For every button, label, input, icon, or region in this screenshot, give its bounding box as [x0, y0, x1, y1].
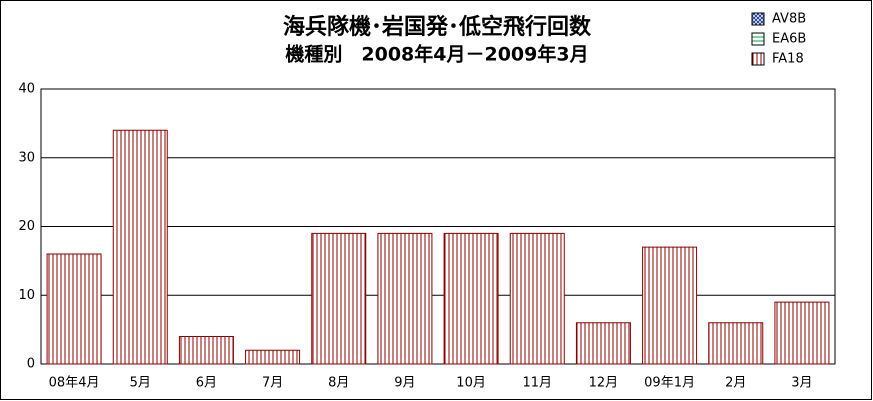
chart-title: 海兵隊機･岩国発･低空飛行回数	[283, 14, 592, 40]
x-tick-label: 7月	[262, 376, 283, 391]
legend-label: AV8B	[772, 12, 806, 27]
bar	[509, 232, 565, 365]
x-tick-label: 9月	[394, 376, 415, 391]
bar	[46, 253, 102, 365]
bar	[642, 246, 698, 365]
y-tick-label: 20	[18, 219, 35, 234]
chart-subtitle: 機種別 2008年4月－2009年3月	[285, 43, 588, 66]
bar	[178, 336, 234, 365]
y-tick-label: 10	[18, 288, 35, 303]
legend-swatch	[751, 32, 765, 46]
x-tick-label: 10月	[456, 376, 486, 391]
x-tick-label: 12月	[589, 376, 619, 391]
x-tick-label: 2月	[725, 376, 746, 391]
bar	[245, 349, 301, 365]
y-tick-label: 30	[18, 150, 35, 165]
legend-label: EA6B	[772, 32, 806, 47]
bar	[774, 301, 830, 365]
x-tick-label: 11月	[522, 376, 552, 391]
bar	[443, 232, 499, 365]
x-tick-label: 8月	[328, 376, 349, 391]
bar	[708, 322, 764, 365]
bar	[377, 232, 433, 365]
legend-label: FA18	[772, 52, 804, 67]
bar	[112, 129, 168, 365]
legend-swatch	[751, 52, 765, 66]
y-tick-label: 40	[18, 82, 35, 97]
x-tick-label: 08年4月	[49, 376, 100, 391]
x-tick-label: 5月	[130, 376, 151, 391]
x-tick-label: 6月	[196, 376, 217, 391]
y-tick-label: 0	[27, 357, 35, 372]
bar	[575, 322, 631, 365]
bar	[311, 232, 367, 365]
legend-swatch	[751, 12, 765, 26]
x-tick-label: 09年1月	[644, 376, 695, 391]
x-tick-label: 3月	[791, 376, 812, 391]
